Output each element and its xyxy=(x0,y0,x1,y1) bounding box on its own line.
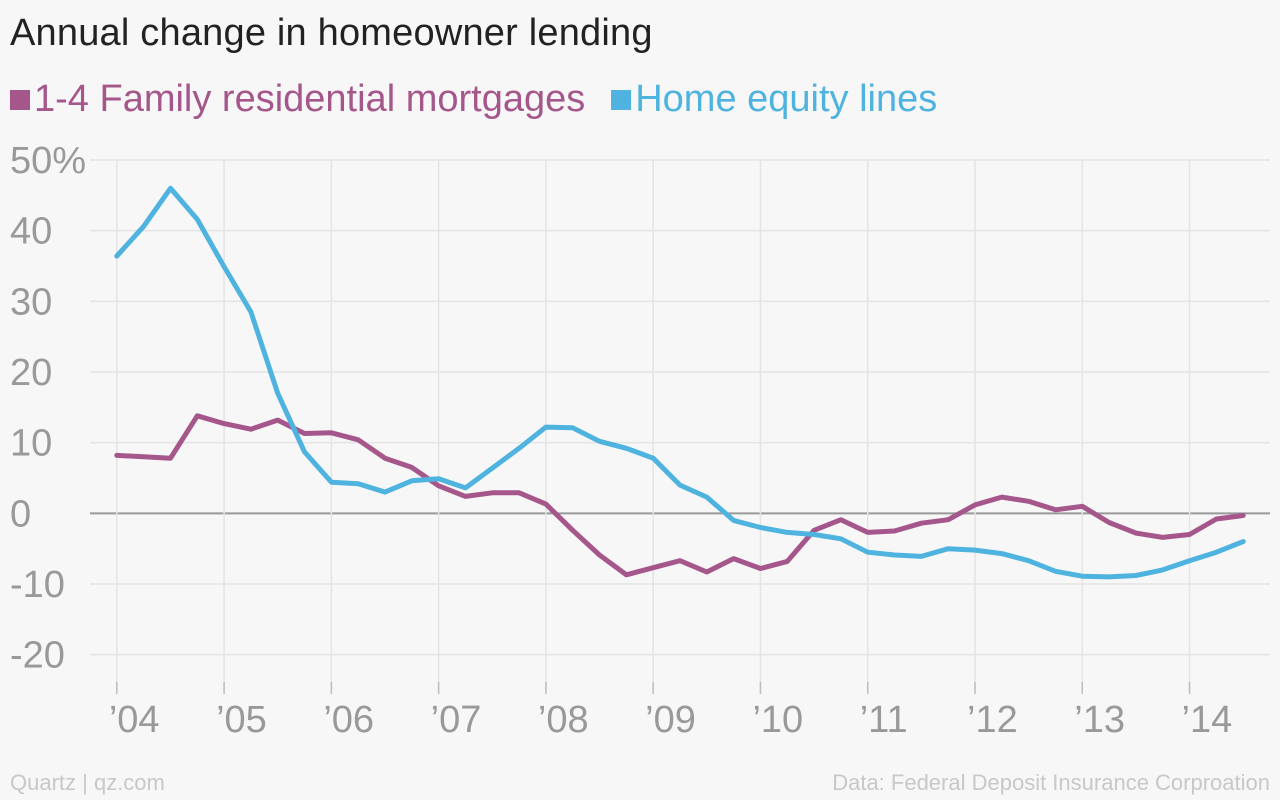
y-tick-label: 20 xyxy=(10,352,52,394)
legend-swatch-mortgages xyxy=(10,89,30,110)
series-line-mortgages xyxy=(114,413,1246,578)
x-tick-label: ’09 xyxy=(645,699,696,741)
y-tick-label: 30 xyxy=(10,281,52,323)
chart-title: Annual change in homeowner lending xyxy=(10,12,653,54)
y-tick-label: 40 xyxy=(10,211,52,253)
x-tick-label: ’10 xyxy=(752,699,803,741)
y-tick-label: 50% xyxy=(10,140,86,182)
legend-swatch-home-equity xyxy=(611,89,632,110)
x-tick-label: ’12 xyxy=(967,699,1018,741)
x-tick-label: ’08 xyxy=(538,699,589,741)
x-tick-label: ’05 xyxy=(216,699,267,741)
x-tick-label: ’11 xyxy=(860,699,908,741)
data-source: Data: Federal Deposit Insurance Corproat… xyxy=(832,770,1270,795)
x-tick-label: ’06 xyxy=(323,699,374,741)
x-tick-label: ’04 xyxy=(109,699,160,741)
y-tick-label: -10 xyxy=(10,564,65,606)
x-tick-label: ’14 xyxy=(1182,699,1233,741)
legend: 1-4 Family residential mortgages Home eq… xyxy=(10,78,963,121)
legend-label-mortgages: 1-4 Family residential mortgages xyxy=(34,78,586,120)
source-credit: Quartz | qz.com xyxy=(10,770,165,795)
series-line-home-equity xyxy=(114,185,1246,580)
y-tick-label: -20 xyxy=(10,635,65,677)
x-tick-label: ’13 xyxy=(1074,699,1125,741)
y-tick-label: 10 xyxy=(10,423,52,465)
x-tick-label: ’07 xyxy=(431,699,482,741)
legend-label-home-equity: Home equity lines xyxy=(635,78,938,120)
y-tick-label: 0 xyxy=(10,493,31,535)
legend-item-home-equity: Home equity lines xyxy=(611,78,937,121)
legend-item-mortgages: 1-4 Family residential mortgages xyxy=(10,78,585,121)
